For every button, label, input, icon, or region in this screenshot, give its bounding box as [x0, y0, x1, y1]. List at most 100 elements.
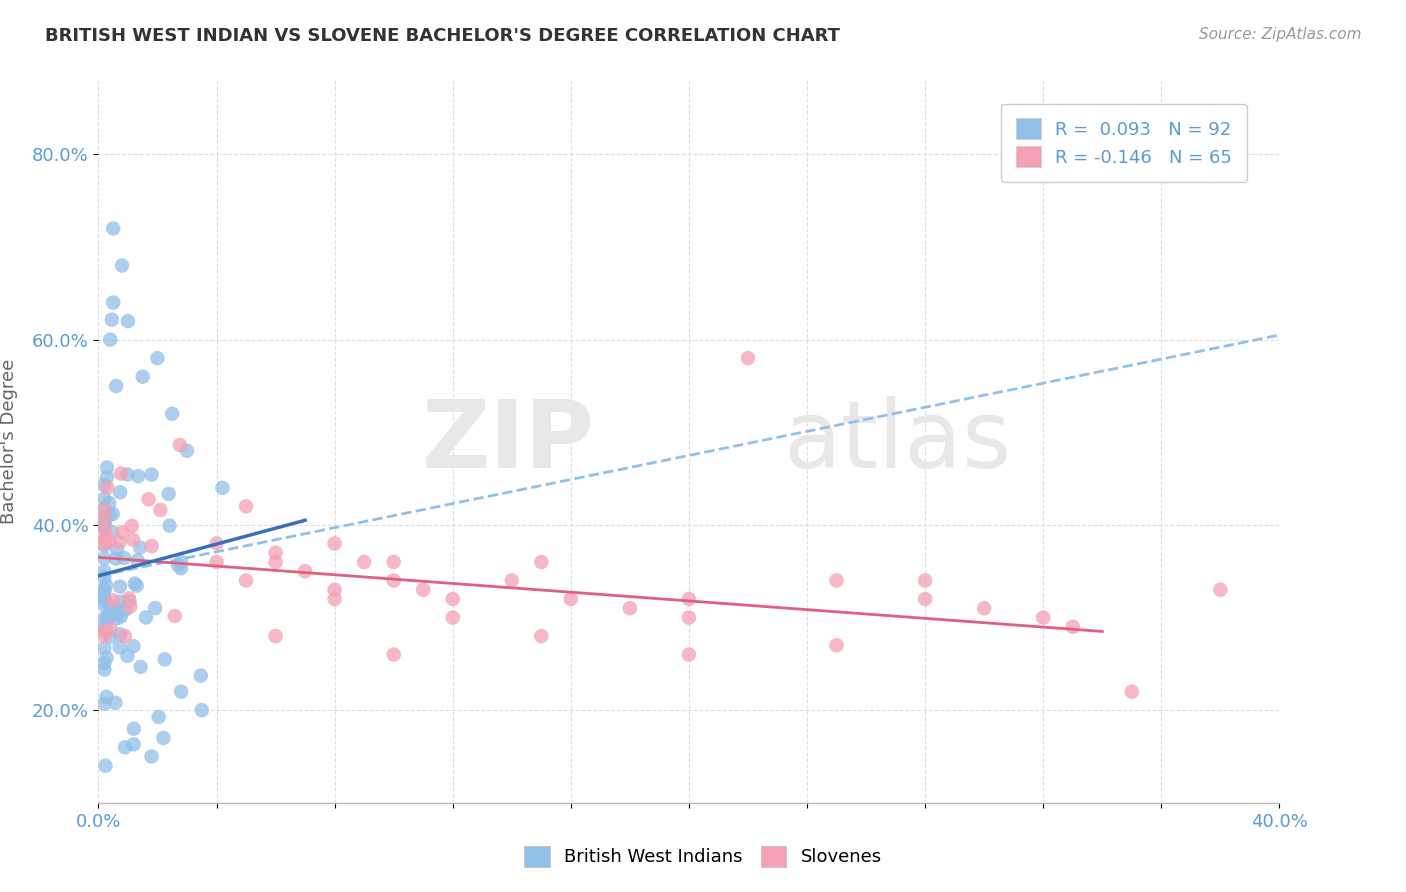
Point [619, 601, 641, 615]
Point [111, 525, 134, 540]
Point [382, 555, 405, 569]
Point [93, 620, 115, 634]
Point [93, 522, 115, 536]
Legend: British West Indians, Slovenes: British West Indians, Slovenes [517, 838, 889, 874]
Point [98, 534, 121, 549]
Point [441, 610, 464, 624]
Point [94, 758, 117, 772]
Point [93, 591, 115, 606]
Point [98, 508, 121, 522]
Point [205, 536, 228, 550]
Point [96, 470, 118, 484]
Point [412, 582, 434, 597]
Point [103, 607, 125, 621]
Point [353, 555, 375, 569]
Point [121, 519, 143, 533]
Point [678, 592, 700, 607]
Point [93, 491, 115, 506]
Point [93, 697, 115, 711]
Point [93, 657, 115, 671]
Point [120, 599, 142, 614]
Point [112, 550, 135, 565]
Point [190, 668, 212, 682]
Point [105, 379, 128, 393]
Point [93, 519, 115, 533]
Point [93, 478, 115, 492]
Point [530, 629, 553, 643]
Point [93, 517, 115, 532]
Point [264, 555, 287, 569]
Point [678, 648, 700, 662]
Point [122, 533, 145, 547]
Point [129, 541, 152, 555]
Point [93, 629, 115, 643]
Point [111, 259, 134, 273]
Point [118, 591, 141, 606]
Point [294, 564, 316, 578]
Point [93, 612, 115, 626]
Point [118, 594, 141, 608]
Point [125, 579, 148, 593]
Point [914, 574, 936, 588]
Point [153, 652, 176, 666]
Point [127, 553, 149, 567]
Point [94, 529, 117, 543]
Point [323, 536, 346, 550]
Point [93, 599, 115, 613]
Point [235, 500, 257, 514]
Point [108, 627, 131, 641]
Point [560, 592, 582, 607]
Point [148, 710, 170, 724]
Point [135, 610, 157, 624]
Point [104, 600, 127, 615]
Point [1032, 610, 1054, 624]
Point [117, 467, 139, 482]
Point [914, 592, 936, 607]
Point [678, 610, 700, 624]
Point [93, 564, 115, 578]
Point [152, 731, 174, 745]
Point [97, 612, 120, 626]
Point [93, 624, 115, 639]
Point [96, 690, 118, 704]
Point [93, 584, 115, 599]
Point [108, 535, 131, 549]
Point [127, 469, 149, 483]
Point [264, 546, 287, 560]
Point [129, 660, 152, 674]
Point [122, 722, 145, 736]
Point [141, 539, 163, 553]
Point [737, 351, 759, 366]
Point [141, 467, 163, 482]
Point [323, 592, 346, 607]
Point [382, 648, 405, 662]
Point [93, 501, 115, 516]
Legend: R =  0.093   N = 92, R = -0.146   N = 65: R = 0.093 N = 92, R = -0.146 N = 65 [1001, 103, 1247, 182]
Point [101, 312, 124, 326]
Point [96, 609, 118, 624]
Point [211, 481, 233, 495]
Point [973, 601, 995, 615]
Point [382, 574, 405, 588]
Point [110, 467, 132, 481]
Point [1062, 620, 1084, 634]
Text: Source: ZipAtlas.com: Source: ZipAtlas.com [1198, 27, 1361, 42]
Point [93, 582, 115, 597]
Point [441, 592, 464, 607]
Point [94, 578, 117, 592]
Point [105, 542, 128, 557]
Point [110, 609, 132, 624]
Point [101, 593, 124, 607]
Text: BRITISH WEST INDIAN VS SLOVENE BACHELOR'S DEGREE CORRELATION CHART: BRITISH WEST INDIAN VS SLOVENE BACHELOR'… [45, 27, 839, 45]
Point [141, 749, 163, 764]
Point [124, 576, 146, 591]
Point [93, 592, 115, 607]
Point [93, 516, 115, 530]
Point [157, 487, 180, 501]
Point [110, 595, 132, 609]
Point [97, 599, 120, 613]
Point [501, 574, 523, 588]
Point [96, 460, 118, 475]
Point [93, 533, 115, 547]
Point [117, 314, 139, 328]
